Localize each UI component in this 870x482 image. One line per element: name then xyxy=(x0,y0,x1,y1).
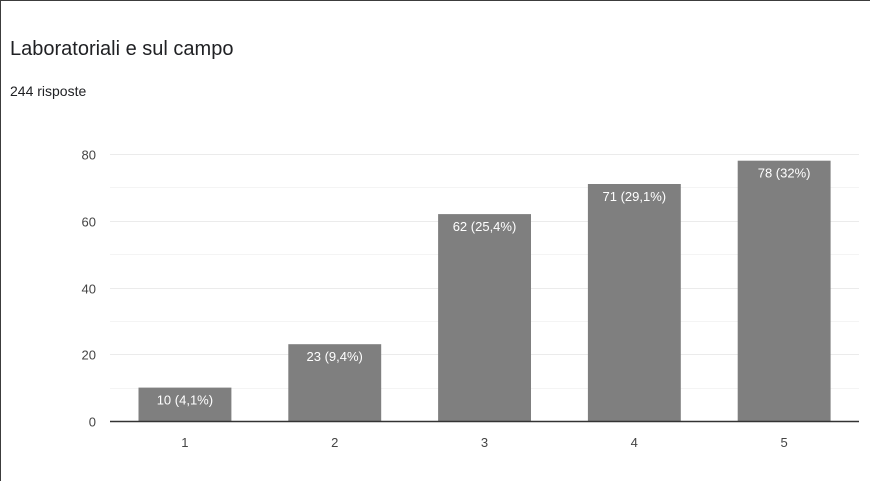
bar xyxy=(288,344,382,421)
x-tick-label: 5 xyxy=(780,435,787,450)
bar-data-label: 62 (25,4%) xyxy=(453,219,517,234)
y-tick-label: 80 xyxy=(82,148,96,163)
x-tick-label: 2 xyxy=(331,435,338,450)
bar-data-label: 10 (4,1%) xyxy=(157,393,213,408)
bar-data-label: 23 (9,4%) xyxy=(307,349,363,364)
y-tick-label: 0 xyxy=(89,415,96,430)
bar xyxy=(587,184,681,421)
y-tick-label: 60 xyxy=(82,215,96,230)
response-count: 244 risposte xyxy=(10,83,87,99)
bar xyxy=(138,387,232,421)
bar-data-label: 71 (29,1%) xyxy=(603,189,667,204)
y-tick-label: 40 xyxy=(82,282,96,297)
chart-title: Laboratoriali e sul campo xyxy=(10,38,234,60)
y-tick-label: 20 xyxy=(82,348,96,363)
bar xyxy=(438,214,531,421)
x-tick-label: 1 xyxy=(181,435,188,450)
x-tick-label: 3 xyxy=(481,435,488,450)
bar xyxy=(737,160,831,421)
x-tick-label: 4 xyxy=(631,435,638,450)
bar-data-label: 78 (32%) xyxy=(758,166,811,181)
